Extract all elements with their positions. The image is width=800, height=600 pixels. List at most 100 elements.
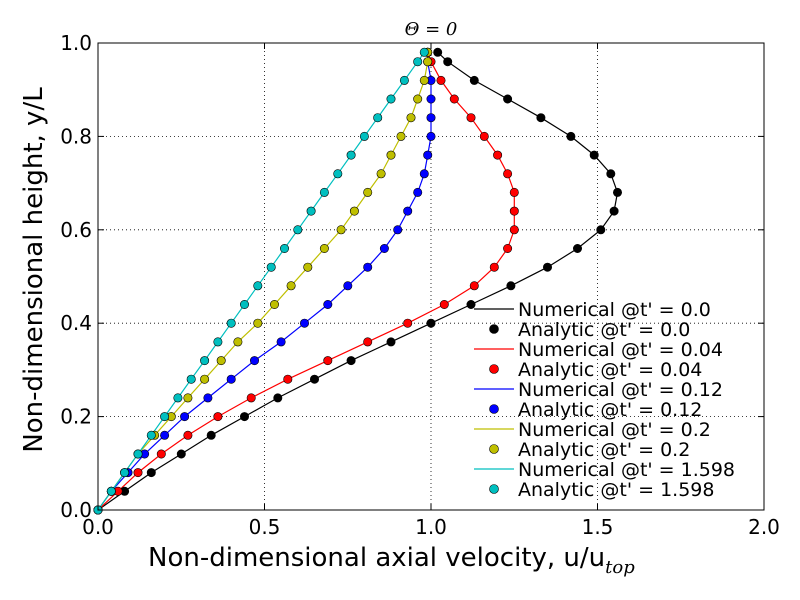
analytic-point-t-0.0	[589, 150, 599, 160]
analytic-point-t-0.12	[180, 412, 190, 422]
legend-numerical-label: Numerical @t' = 0.04	[518, 339, 723, 361]
analytic-point-t-0.12	[363, 262, 373, 272]
analytic-point-t-0.2	[253, 318, 263, 328]
series-layer	[93, 47, 622, 515]
analytic-point-t-0.0	[443, 57, 453, 67]
analytic-point-t-1.598	[413, 57, 423, 67]
analytic-point-t-0.2	[363, 187, 373, 197]
analytic-point-t-0.04	[183, 430, 193, 440]
x-axis-label: Non-dimensional axial velocity, u/utop	[148, 543, 635, 578]
analytic-point-t-0.2	[183, 393, 193, 403]
analytic-point-t-0.12	[343, 281, 353, 291]
y-tick-label: 0.0	[60, 498, 92, 522]
analytic-point-t-0.2	[349, 206, 359, 216]
analytic-point-t-0.04	[509, 187, 519, 197]
analytic-point-t-0.0	[309, 374, 319, 384]
analytic-point-t-1.598	[279, 244, 289, 254]
analytic-point-t-0.04	[323, 356, 333, 366]
analytic-point-t-0.04	[503, 244, 513, 254]
analytic-point-t-1.598	[399, 75, 409, 85]
analytic-point-t-0.0	[612, 187, 622, 197]
analytic-point-t-0.2	[376, 169, 386, 179]
legend-numerical-label: Numerical @t' = 0.2	[518, 419, 711, 441]
legend-analytic-label: Analytic @t' = 0.2	[518, 439, 690, 461]
y-tick-label: 0.2	[60, 405, 92, 429]
analytic-point-t-0.12	[250, 356, 260, 366]
analytic-point-t-0.2	[319, 244, 329, 254]
analytic-point-t-0.0	[206, 430, 216, 440]
analytic-point-t-0.12	[299, 318, 309, 328]
analytic-point-t-0.0	[346, 356, 356, 366]
analytic-point-t-0.04	[493, 150, 503, 160]
analytic-point-t-0.12	[403, 206, 413, 216]
legend-marker-swatch	[489, 364, 499, 374]
legend-marker-swatch	[489, 404, 499, 414]
analytic-point-t-0.2	[200, 374, 210, 384]
analytic-point-t-0.12	[393, 225, 403, 235]
analytic-point-t-1.598	[120, 468, 130, 478]
analytic-point-t-1.598	[373, 113, 383, 123]
x-tick-label: 1.5	[582, 515, 614, 539]
analytic-point-t-0.0	[609, 206, 619, 216]
analytic-point-t-0.12	[323, 299, 333, 309]
analytic-point-t-0.0	[469, 75, 479, 85]
analytic-point-t-0.0	[146, 468, 156, 478]
analytic-point-t-0.04	[246, 393, 256, 403]
analytic-point-t-0.12	[419, 169, 429, 179]
analytic-point-t-0.0	[572, 244, 582, 254]
analytic-point-t-0.12	[426, 113, 436, 123]
analytic-point-t-0.04	[213, 412, 223, 422]
analytic-point-t-0.12	[426, 94, 436, 104]
analytic-point-t-0.0	[542, 262, 552, 272]
analytic-point-t-0.0	[426, 318, 436, 328]
analytic-point-t-0.04	[156, 449, 166, 459]
analytic-point-t-1.598	[359, 131, 369, 141]
y-axis-label: Non-dimensional height, y/L	[19, 87, 49, 453]
analytic-point-t-1.598	[419, 47, 429, 57]
x-tick-label: 0.5	[249, 515, 281, 539]
analytic-point-t-1.598	[213, 337, 223, 347]
analytic-point-t-0.12	[413, 187, 423, 197]
analytic-point-t-0.0	[503, 94, 513, 104]
analytic-point-t-1.598	[173, 393, 183, 403]
analytic-point-t-1.598	[266, 262, 276, 272]
analytic-point-t-0.2	[423, 57, 433, 67]
analytic-point-t-0.0	[536, 113, 546, 123]
analytic-point-t-0.2	[303, 262, 313, 272]
analytic-point-t-0.04	[439, 299, 449, 309]
numerical-line-t-0.04	[97, 52, 515, 511]
analytic-point-t-0.12	[379, 244, 389, 254]
analytic-point-t-0.2	[419, 75, 429, 85]
analytic-point-t-0.12	[226, 374, 236, 384]
legend-analytic-label: Analytic @t' = 0.12	[518, 399, 702, 421]
legend-analytic-label: Analytic @t' = 0.0	[518, 319, 690, 341]
analytic-point-t-0.04	[489, 262, 499, 272]
numerical-line-t-0.12	[97, 52, 432, 511]
analytic-point-t-0.0	[240, 412, 250, 422]
analytic-point-t-0.0	[386, 337, 396, 347]
analytic-point-t-0.04	[403, 318, 413, 328]
analytic-point-t-0.04	[363, 337, 373, 347]
analytic-point-t-0.04	[469, 281, 479, 291]
analytic-point-t-1.598	[133, 449, 143, 459]
analytic-point-t-0.04	[133, 468, 143, 478]
analytic-point-t-0.0	[566, 131, 576, 141]
analytic-point-t-0.0	[176, 449, 186, 459]
analytic-point-t-1.598	[319, 187, 329, 197]
analytic-point-t-0.2	[386, 150, 396, 160]
analytic-point-t-0.0	[433, 47, 443, 57]
y-tick-label: 0.8	[60, 124, 92, 148]
analytic-point-t-0.2	[269, 299, 279, 309]
analytic-point-t-1.598	[146, 430, 156, 440]
analytic-point-t-0.04	[479, 131, 489, 141]
analytic-point-t-1.598	[160, 412, 170, 422]
analytic-point-t-0.2	[406, 113, 416, 123]
analytic-point-t-0.2	[396, 131, 406, 141]
analytic-point-t-0.0	[606, 169, 616, 179]
analytic-point-t-0.0	[596, 225, 606, 235]
legend-marker-swatch	[489, 324, 499, 334]
legend-numerical-label: Numerical @t' = 0.0	[518, 299, 711, 321]
legend-marker-swatch	[489, 484, 499, 494]
legend-marker-swatch	[489, 444, 499, 454]
